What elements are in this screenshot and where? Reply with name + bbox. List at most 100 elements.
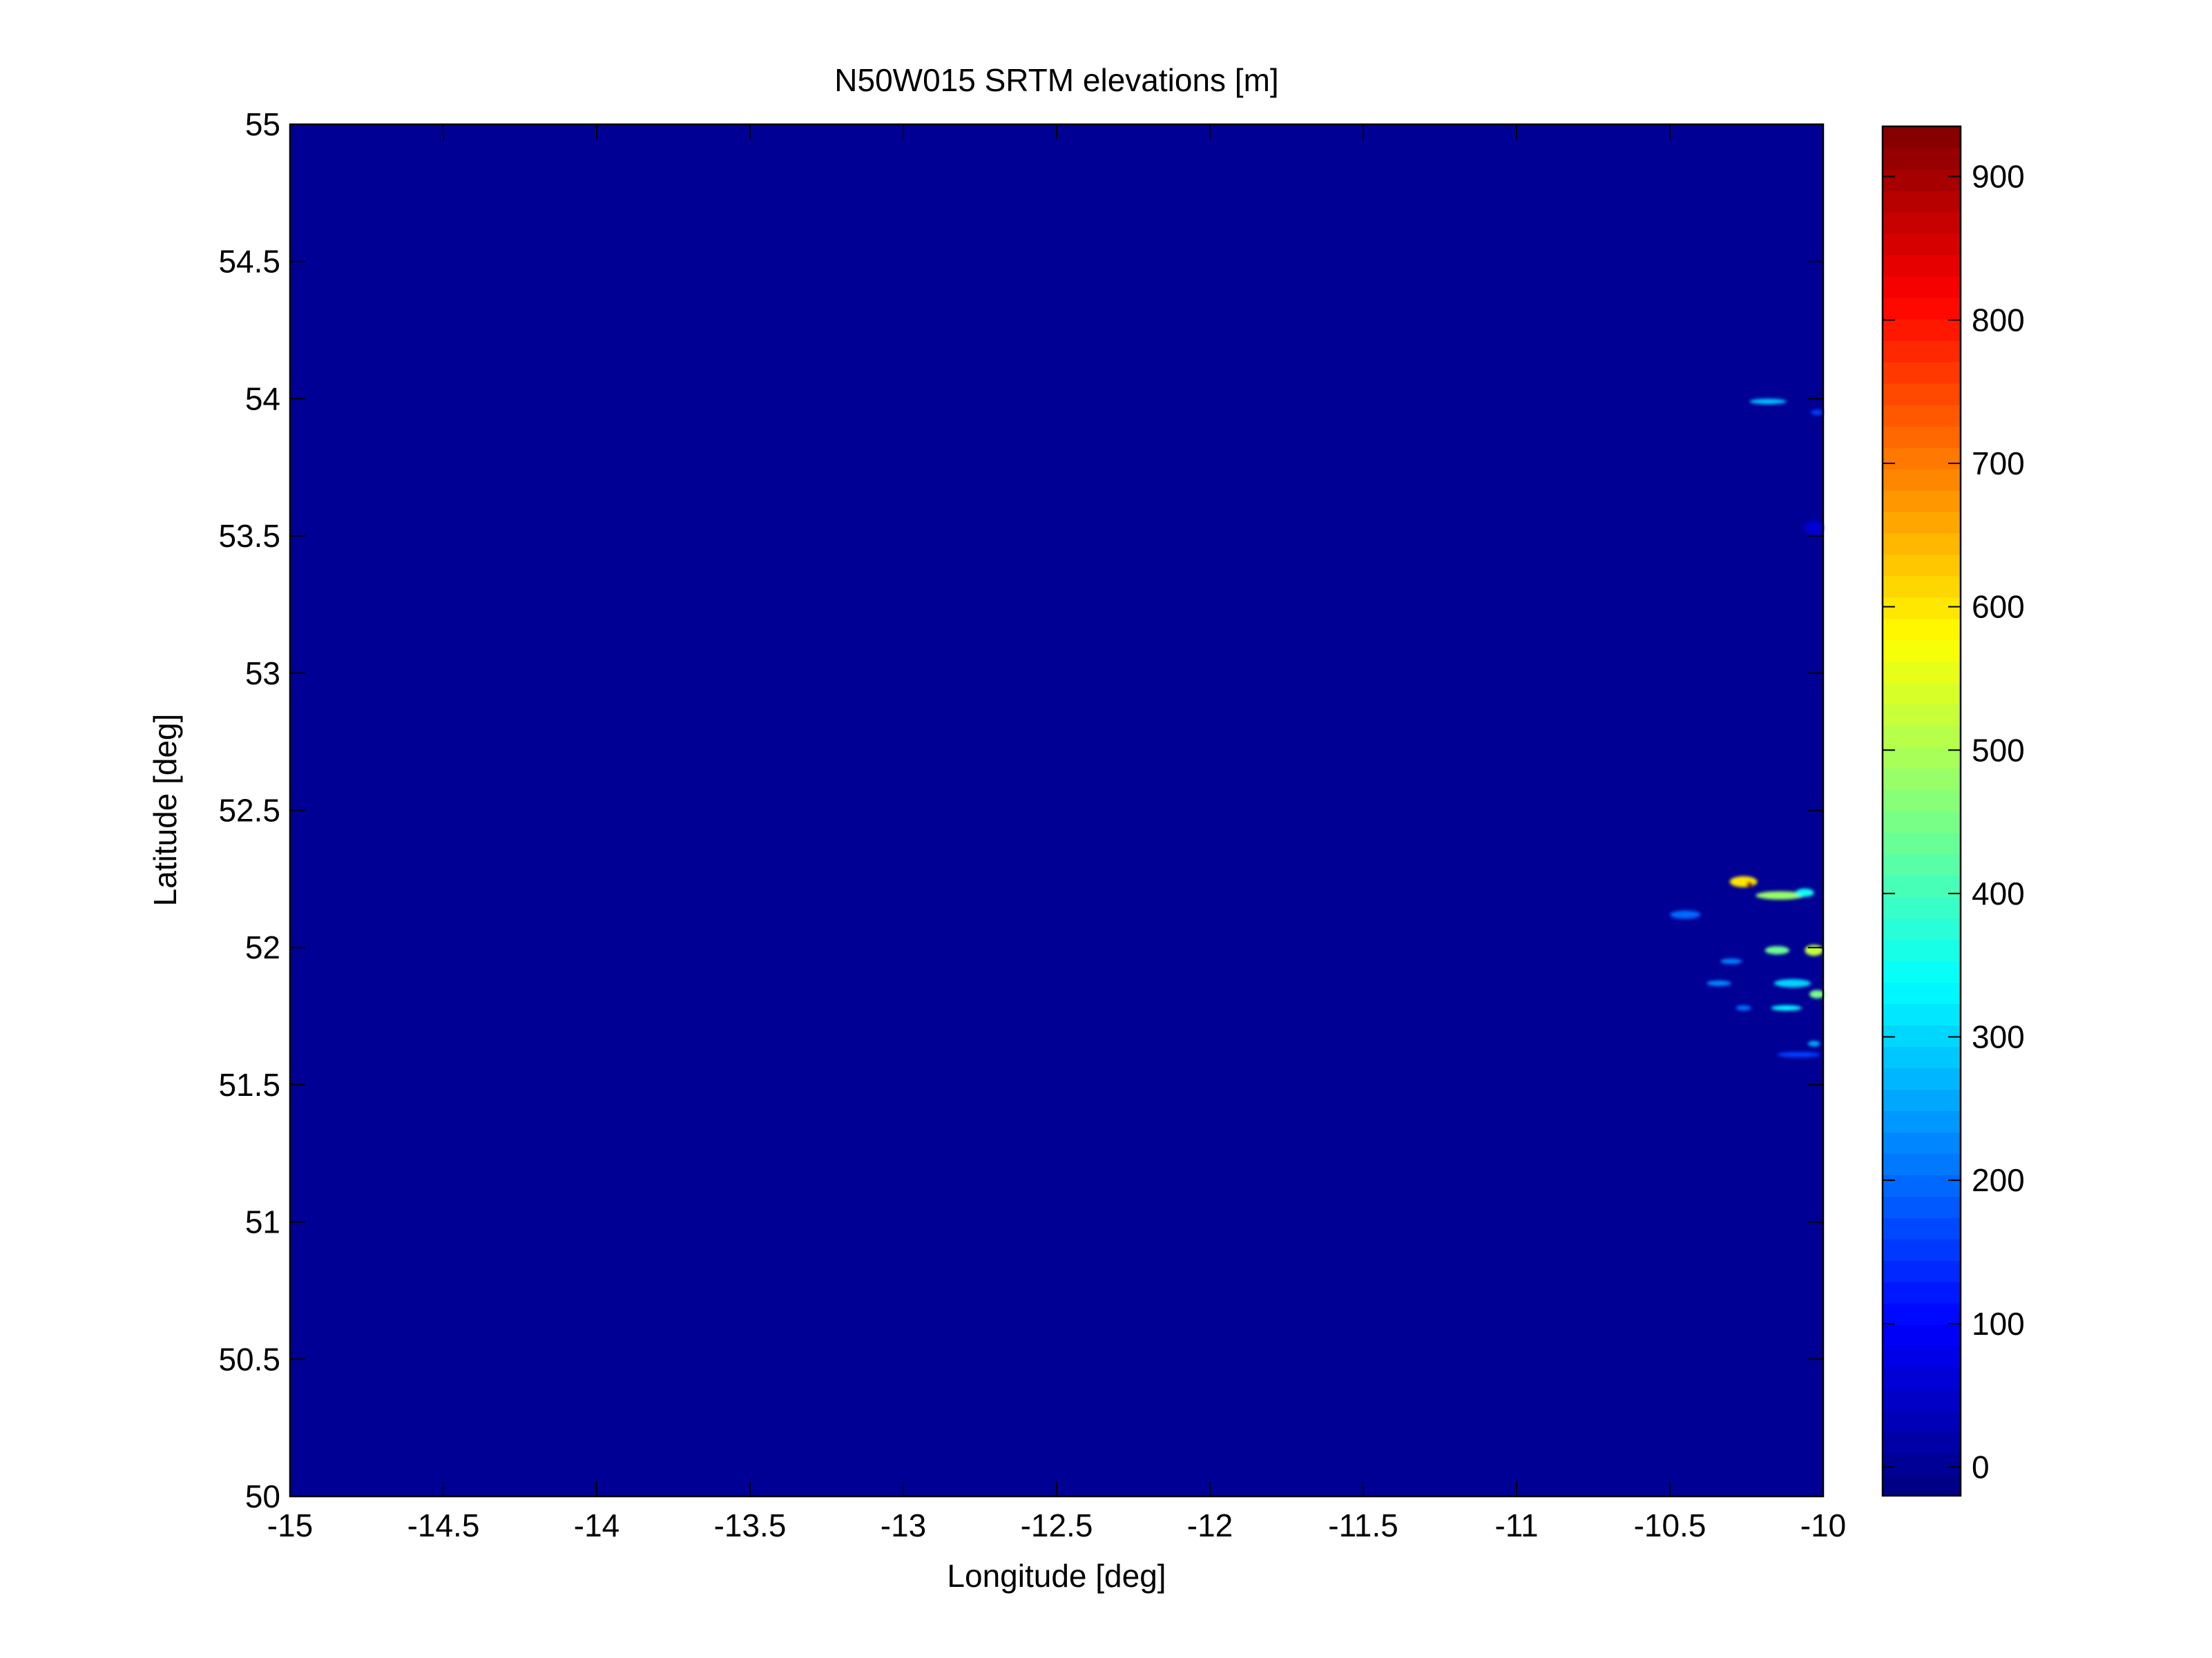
- x-tick-label: -10.5: [1634, 1507, 1706, 1543]
- colorbar-segment: [1883, 1410, 1961, 1432]
- x-tick-label: -12.5: [1021, 1507, 1093, 1543]
- colorbar: 0 100 200 300 400 500 600 700 800 900: [1881, 125, 2025, 1497]
- colorbar-segment: [1883, 1453, 1961, 1475]
- colorbar-tick-label: 100: [1972, 1306, 2025, 1342]
- colorbar-segment: [1883, 789, 1961, 812]
- colorbar-segment: [1883, 254, 1961, 277]
- colorbar-segment: [1883, 896, 1961, 919]
- colorbar-tick-label: 300: [1972, 1019, 2025, 1055]
- x-tick-label: -15: [267, 1507, 313, 1543]
- y-tick-label: 54: [245, 380, 280, 416]
- y-tick-label: 50.5: [218, 1341, 280, 1377]
- colorbar-segment: [1883, 1089, 1961, 1112]
- colorbar-tick-label: 500: [1972, 732, 2025, 768]
- y-tick-label: 54.5: [218, 244, 280, 280]
- y-tick-label: 53.5: [218, 518, 280, 554]
- colorbar-segment: [1883, 1303, 1961, 1325]
- colorbar-gradient: [1883, 126, 1961, 1496]
- colorbar-segment: [1883, 511, 1961, 534]
- colorbar-segment: [1883, 1260, 1961, 1282]
- heatmap-background: [290, 124, 1823, 1496]
- colorbar-segment: [1883, 918, 1961, 941]
- colorbar-segment: [1883, 147, 1961, 170]
- x-tick-label: -13: [881, 1507, 926, 1543]
- colorbar-segment: [1883, 618, 1961, 641]
- x-tick-label: -11.5: [1328, 1507, 1398, 1543]
- x-tick-label: -11: [1494, 1507, 1538, 1543]
- elevation-feature: [1773, 979, 1811, 987]
- colorbar-segment: [1883, 1196, 1961, 1219]
- elevation-feature: [1729, 876, 1758, 887]
- colorbar-segment: [1883, 1239, 1961, 1261]
- elevation-feature: [1670, 910, 1701, 919]
- x-tick-label: -14: [574, 1507, 619, 1543]
- x-tick-label: -13.5: [714, 1507, 787, 1543]
- colorbar-segment: [1883, 126, 1961, 148]
- y-tick-label: 53: [245, 655, 280, 691]
- y-tick-label: 52.5: [218, 793, 280, 829]
- colorbar-segment: [1883, 1110, 1961, 1133]
- colorbar-segment: [1883, 1346, 1961, 1368]
- x-axis-label: Longitude [deg]: [947, 1558, 1166, 1594]
- colorbar-segment: [1883, 961, 1961, 983]
- elevation-feature: [1749, 398, 1787, 405]
- colorbar-frame: [1881, 125, 1962, 1497]
- colorbar-tick-label: 400: [1972, 876, 2025, 912]
- y-axis-label: Latitude [deg]: [147, 714, 183, 907]
- colorbar-segment: [1883, 554, 1961, 577]
- colorbar-segment: [1883, 276, 1961, 298]
- colorbar-segment: [1883, 575, 1961, 598]
- colorbar-segment: [1883, 982, 1961, 1005]
- colorbar-segment: [1883, 939, 1961, 962]
- colorbar-segment: [1883, 811, 1961, 833]
- colorbar-segment: [1883, 1003, 1961, 1026]
- elevation-feature: [1805, 521, 1823, 535]
- y-tick-label: 50: [245, 1478, 280, 1514]
- colorbar-segment: [1883, 1432, 1961, 1454]
- elevation-feature: [1805, 945, 1823, 956]
- y-tick-label: 51.5: [218, 1067, 280, 1103]
- colorbar-segment: [1883, 639, 1961, 662]
- colorbar-segment: [1883, 297, 1961, 320]
- colorbar-ticks: 0 100 200 300 400 500 600 700 800 900: [1883, 159, 2025, 1485]
- colorbar-segment: [1883, 1175, 1961, 1197]
- colorbar-segment: [1883, 1025, 1961, 1048]
- colorbar-segment: [1883, 1324, 1961, 1347]
- elevation-feature: [1747, 881, 1753, 887]
- y-tick-label: 51: [245, 1204, 280, 1240]
- colorbar-segment: [1883, 361, 1961, 384]
- elevation-feature: [1777, 1052, 1820, 1058]
- colorbar-segment: [1883, 468, 1961, 491]
- x-tick-label: -14.5: [407, 1507, 480, 1543]
- colorbar-segment: [1883, 1046, 1961, 1069]
- colorbar-segment: [1883, 447, 1961, 470]
- colorbar-segment: [1883, 746, 1961, 769]
- colorbar-segment: [1883, 1282, 1961, 1304]
- colorbar-segment: [1883, 532, 1961, 555]
- colorbar-tick-label: 800: [1972, 302, 2025, 338]
- colorbar-tick-label: 700: [1972, 445, 2025, 481]
- colorbar-segment: [1883, 832, 1961, 855]
- colorbar-segment: [1883, 661, 1961, 684]
- x-tick-label: -10: [1800, 1507, 1846, 1543]
- colorbar-segment: [1883, 1132, 1961, 1155]
- colorbar-segment: [1883, 768, 1961, 791]
- x-tick-label: -12: [1187, 1507, 1233, 1543]
- colorbar-segment: [1883, 1367, 1961, 1389]
- elevation-feature: [1756, 891, 1805, 900]
- colorbar-segment: [1883, 233, 1961, 256]
- y-tick-label: 52: [245, 929, 280, 965]
- colorbar-segment: [1883, 425, 1961, 448]
- colorbar-segment: [1883, 854, 1961, 876]
- colorbar-segment: [1883, 725, 1961, 748]
- colorbar-segment: [1883, 340, 1961, 363]
- elevation-feature: [1706, 980, 1731, 986]
- chart-title: N50W015 SRTM elevations [m]: [834, 62, 1278, 98]
- elevation-feature: [1735, 1005, 1751, 1011]
- colorbar-segment: [1883, 875, 1961, 898]
- colorbar-segment: [1883, 404, 1961, 427]
- elevation-feature: [1720, 958, 1742, 965]
- elevation-feature: [1811, 409, 1824, 416]
- colorbar-segment: [1883, 682, 1961, 705]
